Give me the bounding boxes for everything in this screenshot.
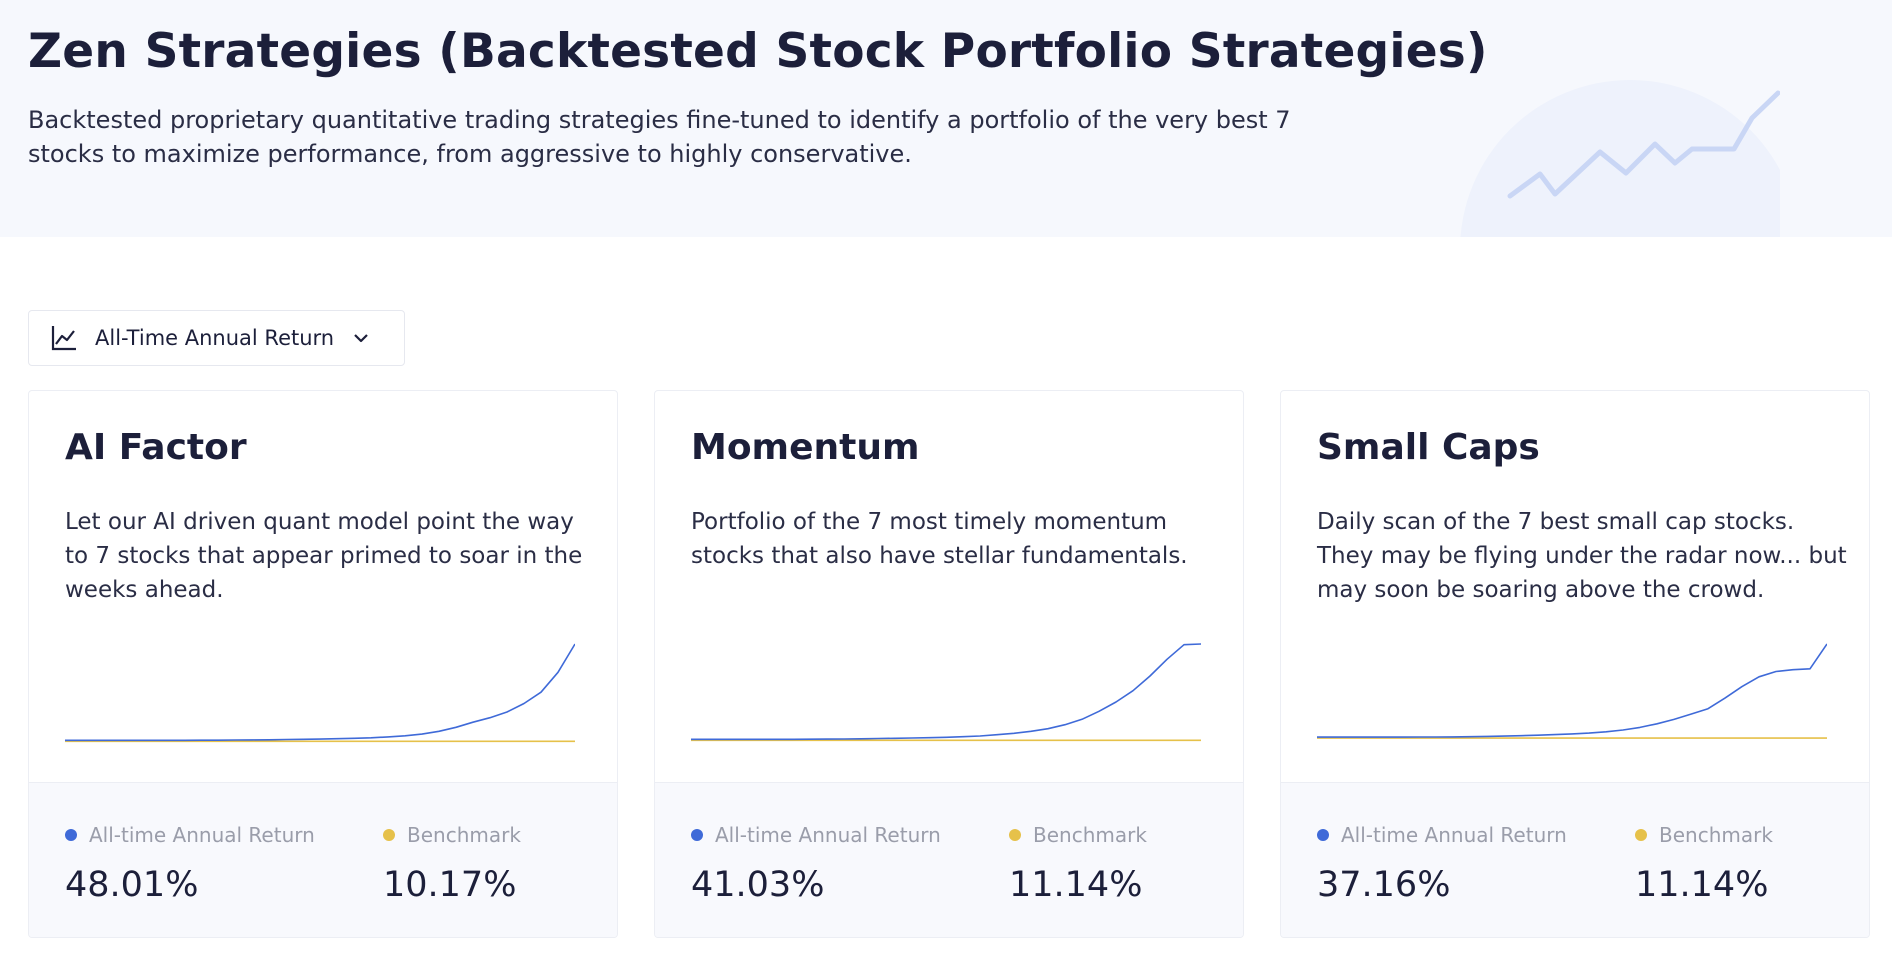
annual-return-value: 37.16% <box>1317 865 1450 905</box>
strategy-card-small-caps[interactable]: Small Caps Daily scan of the 7 best smal… <box>1280 390 1870 938</box>
legend-strategy-label: All-time Annual Return <box>1341 823 1567 847</box>
line-chart-icon <box>50 324 78 352</box>
strategy-return-line <box>65 644 575 740</box>
benchmark-value: 10.17% <box>383 865 516 905</box>
card-stats: All-time Annual Return Benchmark 37.16% … <box>1281 782 1869 938</box>
performance-chart <box>65 641 575 751</box>
performance-chart <box>1317 641 1827 751</box>
strategy-dot-icon <box>691 829 703 841</box>
annual-return-value: 48.01% <box>65 865 198 905</box>
annual-return-value: 41.03% <box>691 865 824 905</box>
metric-select-label: All-Time Annual Return <box>95 326 334 350</box>
strategy-dot-icon <box>1317 829 1329 841</box>
strategy-return-line <box>1317 644 1827 737</box>
benchmark-value: 11.14% <box>1009 865 1142 905</box>
legend-benchmark: Benchmark <box>1009 823 1147 847</box>
benchmark-dot-icon <box>1009 829 1021 841</box>
card-title: Momentum <box>691 427 919 468</box>
legend-benchmark: Benchmark <box>383 823 521 847</box>
legend-strategy: All-time Annual Return <box>65 823 315 847</box>
metric-select-dropdown[interactable]: All-Time Annual Return <box>28 310 405 366</box>
strategy-return-line <box>691 644 1201 739</box>
page-description: Backtested proprietary quantitative trad… <box>28 103 1318 171</box>
page-header: Zen Strategies (Backtested Stock Portfol… <box>0 0 1892 237</box>
card-description: Portfolio of the 7 most timely momentum … <box>691 505 1221 573</box>
legend-benchmark-label: Benchmark <box>407 823 521 847</box>
card-title: AI Factor <box>65 427 247 468</box>
growth-illustration-icon <box>1400 60 1780 237</box>
page-title: Zen Strategies (Backtested Stock Portfol… <box>28 24 1488 79</box>
strategy-dot-icon <box>65 829 77 841</box>
benchmark-value: 11.14% <box>1635 865 1768 905</box>
card-description: Let our AI driven quant model point the … <box>65 505 595 607</box>
benchmark-dot-icon <box>1635 829 1647 841</box>
legend-benchmark-label: Benchmark <box>1033 823 1147 847</box>
card-title: Small Caps <box>1317 427 1540 468</box>
performance-chart <box>691 641 1201 751</box>
legend-strategy: All-time Annual Return <box>1317 823 1567 847</box>
legend-strategy-label: All-time Annual Return <box>715 823 941 847</box>
strategy-card-ai-factor[interactable]: AI Factor Let our AI driven quant model … <box>28 390 618 938</box>
legend-strategy: All-time Annual Return <box>691 823 941 847</box>
card-description: Daily scan of the 7 best small cap stock… <box>1317 505 1847 607</box>
benchmark-dot-icon <box>383 829 395 841</box>
legend-benchmark: Benchmark <box>1635 823 1773 847</box>
legend-benchmark-label: Benchmark <box>1659 823 1773 847</box>
strategy-card-momentum[interactable]: Momentum Portfolio of the 7 most timely … <box>654 390 1244 938</box>
legend-strategy-label: All-time Annual Return <box>89 823 315 847</box>
card-stats: All-time Annual Return Benchmark 48.01% … <box>29 782 617 938</box>
card-stats: All-time Annual Return Benchmark 41.03% … <box>655 782 1243 938</box>
chevron-down-icon <box>352 329 370 347</box>
